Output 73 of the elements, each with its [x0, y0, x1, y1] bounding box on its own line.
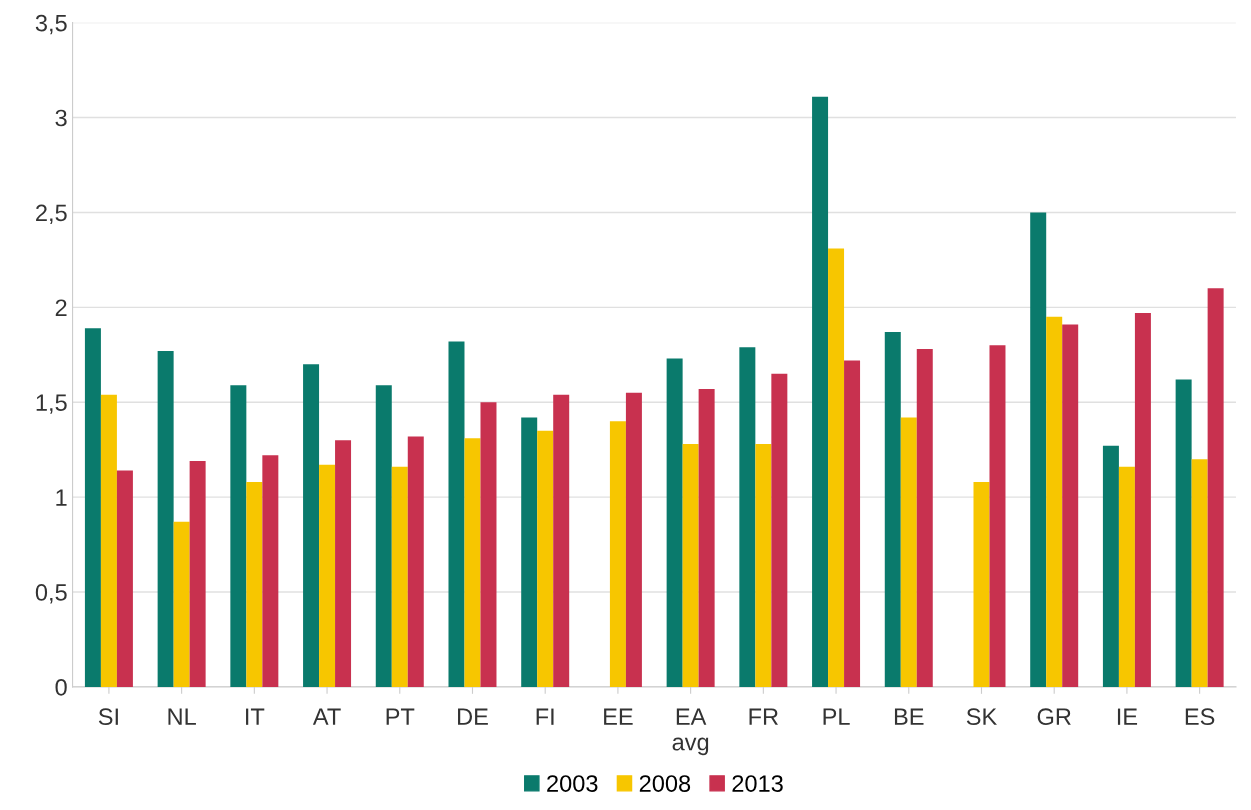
legend-label: 2013: [732, 775, 783, 792]
x-tick-label: BE: [894, 708, 924, 725]
y-tick-label: 2: [55, 299, 67, 316]
bar: [900, 417, 917, 687]
bar: [335, 440, 352, 687]
bar: [537, 430, 554, 687]
bar: [319, 464, 336, 687]
x-tick-label: EE: [604, 708, 633, 725]
bar: [771, 373, 788, 687]
x-tick-label: GR: [1037, 708, 1071, 726]
bar: [884, 332, 901, 687]
x-tick-label: PL: [823, 708, 850, 725]
bar: [666, 358, 683, 687]
x-tick-label: NL: [168, 708, 196, 725]
bar: [844, 360, 861, 687]
bar: [84, 328, 101, 687]
bar: [812, 96, 829, 687]
bar: [698, 388, 715, 687]
bar: [682, 443, 699, 687]
legend-label: 2003: [547, 775, 598, 792]
y-tick-label: 2,5: [36, 204, 67, 225]
x-tick-label: SI: [98, 708, 118, 726]
bar: [407, 436, 424, 687]
bar: [173, 521, 190, 687]
bar: [448, 341, 465, 687]
bar: [609, 421, 626, 687]
bar: [916, 349, 933, 687]
bar: [100, 394, 117, 687]
bar: [1207, 288, 1224, 687]
bar: [230, 385, 247, 687]
bar: [625, 392, 642, 687]
y-tick-label: 1,5: [36, 394, 67, 414]
bar: [1118, 466, 1135, 687]
bar: [1191, 459, 1208, 687]
bar: [262, 455, 279, 687]
bar: [828, 248, 845, 687]
x-tick-label: IT: [246, 708, 265, 725]
bar: [375, 385, 392, 687]
bar: [1062, 324, 1079, 687]
bar: [391, 466, 408, 687]
bar: [116, 470, 133, 687]
bar: [303, 364, 320, 687]
bar: [973, 481, 990, 687]
y-tick-label: 3: [55, 109, 67, 127]
bar: [157, 350, 174, 687]
x-tick-label: DE: [458, 708, 488, 725]
bar: [246, 481, 263, 687]
bar: [480, 402, 497, 687]
bar: [1134, 313, 1151, 687]
bar: [553, 394, 570, 687]
bar: [464, 438, 481, 687]
x-tick-label: SK: [966, 708, 997, 726]
bar: [989, 345, 1006, 687]
bar: [521, 417, 538, 687]
bar: [1102, 445, 1119, 687]
x-tick-label: AT: [312, 708, 341, 725]
bar: [739, 347, 756, 687]
x-tick-label: IE: [1117, 708, 1138, 725]
bar: [189, 461, 206, 687]
x-tick-label: PT: [386, 708, 415, 725]
y-tick-label: 0: [55, 678, 67, 696]
x-tick-label: ES: [1185, 708, 1215, 726]
bar: [755, 443, 772, 687]
x-tick-label: EA avg: [672, 708, 709, 756]
y-tick-label: 3,5: [35, 14, 67, 35]
x-tick-label: FR: [749, 708, 778, 725]
x-tick-label: FI: [536, 708, 554, 725]
bar: [1030, 212, 1047, 687]
bar: [1175, 379, 1192, 687]
legend-label: 2008: [639, 775, 691, 792]
bar: [1046, 316, 1063, 687]
y-tick-label: 0,5: [35, 584, 67, 604]
y-tick-label: 1: [56, 489, 67, 506]
